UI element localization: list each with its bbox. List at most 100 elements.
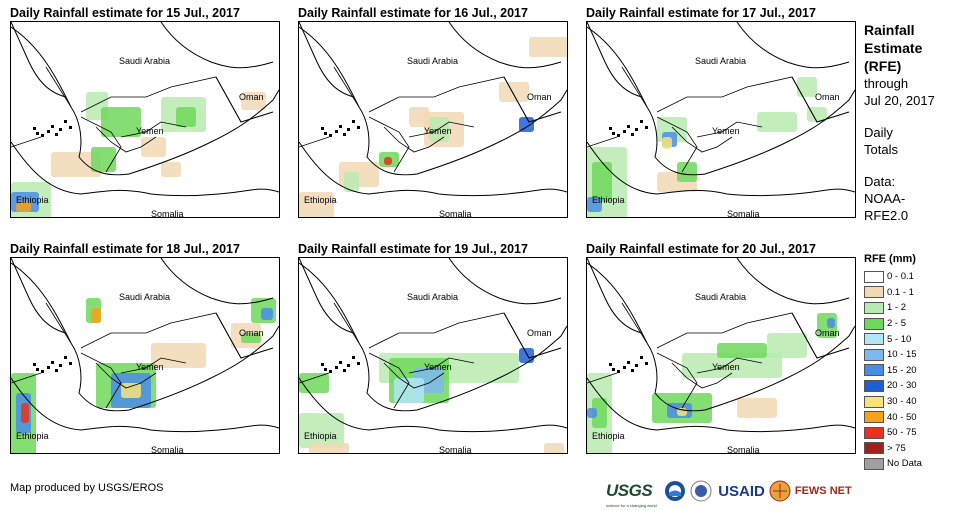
- panel-title: Daily Rainfall estimate for 15 Jul., 201…: [10, 6, 240, 20]
- rainfall-cell: [241, 333, 261, 343]
- island: [324, 368, 327, 371]
- country-label-oman: Oman: [239, 328, 264, 338]
- country-label-oman: Oman: [527, 328, 552, 338]
- state-seal-icon: [690, 480, 712, 502]
- island: [59, 364, 62, 367]
- panel-title: Daily Rainfall estimate for 17 Jul., 201…: [586, 6, 816, 20]
- country-label-somalia: Somalia: [439, 209, 472, 217]
- country-label-somalia: Somalia: [727, 445, 760, 453]
- rainfall-cell: [544, 443, 564, 453]
- legend-item: 1 - 2: [864, 300, 922, 316]
- sidebar-date: Jul 20, 2017: [864, 93, 935, 108]
- coastline: [11, 141, 279, 197]
- island: [635, 364, 638, 367]
- legend-item: 5 - 10: [864, 331, 922, 347]
- border-line: [333, 66, 360, 108]
- rainfall-cell: [91, 308, 101, 323]
- coastline: [11, 258, 67, 334]
- legend-item: 15 - 20: [864, 363, 922, 379]
- country-label-yemen: Yemen: [424, 126, 452, 136]
- border-line: [120, 357, 187, 374]
- panel-title: Daily Rainfall estimate for 19 Jul., 201…: [298, 242, 528, 256]
- sidebar-data-2: NOAA-: [864, 191, 906, 206]
- rainfall-cell: [21, 403, 29, 423]
- island: [69, 126, 72, 129]
- island: [339, 361, 342, 364]
- country-label-ethiopia: Ethiopia: [304, 195, 337, 205]
- country-label-saudi: Saudi Arabia: [407, 56, 458, 66]
- legend-swatch: [864, 348, 884, 361]
- rainfall-cell: [677, 162, 697, 182]
- legend-swatch: [864, 364, 884, 377]
- coastline: [736, 258, 850, 305]
- island: [339, 125, 342, 128]
- country-label-saudi: Saudi Arabia: [119, 292, 170, 302]
- country-label-oman: Oman: [239, 92, 264, 102]
- island: [357, 362, 360, 365]
- island: [640, 356, 643, 359]
- island: [69, 362, 72, 365]
- map-panel-4: Daily Rainfall estimate for 18 Jul., 201…: [10, 242, 280, 454]
- country-label-ethiopia: Ethiopia: [16, 195, 49, 205]
- border-line: [80, 352, 122, 409]
- coastline: [587, 26, 855, 176]
- legend-item: 0 - 0.1: [864, 269, 922, 285]
- legend-swatch: [864, 426, 884, 439]
- legend-swatch: [864, 411, 884, 424]
- map-panel-1: Daily Rainfall estimate for 15 Jul., 201…: [10, 6, 280, 218]
- island: [33, 363, 36, 366]
- border-line: [333, 302, 360, 344]
- noaa-seal-icon: [665, 481, 686, 501]
- border-line: [696, 121, 763, 138]
- island: [324, 132, 327, 135]
- country-label-yemen: Yemen: [136, 362, 164, 372]
- border-line: [671, 126, 733, 153]
- rainfall-cell: [141, 137, 166, 157]
- sidebar-totals-2: Totals: [864, 142, 898, 157]
- country-label-saudi: Saudi Arabia: [119, 56, 170, 66]
- country-label-somalia: Somalia: [151, 445, 184, 453]
- island: [627, 125, 630, 128]
- coastline: [587, 262, 855, 412]
- fews-net-logo: FEWS NET: [794, 485, 852, 497]
- legend-item: 2 - 5: [864, 316, 922, 332]
- country-label-oman: Oman: [815, 92, 840, 102]
- island: [335, 366, 338, 369]
- border-line: [80, 76, 242, 123]
- rainfall-cell: [499, 82, 529, 102]
- rainfall-map: Saudi Arabia Oman Yemen Ethiopia Somalia: [298, 257, 568, 454]
- coastline: [448, 22, 562, 69]
- usaid-logo: USAID: [718, 482, 765, 500]
- country-label-oman: Oman: [815, 328, 840, 338]
- island: [321, 127, 324, 130]
- border-line: [587, 372, 618, 384]
- country-label-yemen: Yemen: [712, 126, 740, 136]
- rainfall-cell: [394, 378, 424, 403]
- coastline: [448, 258, 562, 305]
- border-line: [671, 362, 733, 389]
- island: [635, 128, 638, 131]
- border-line: [408, 121, 475, 138]
- rainfall-cell: [682, 353, 782, 378]
- island: [36, 368, 39, 371]
- coastline: [299, 26, 567, 176]
- legend-item: 20 - 30: [864, 378, 922, 394]
- legend-swatch: [864, 442, 884, 455]
- panel-title: Daily Rainfall estimate for 20 Jul., 201…: [586, 242, 816, 256]
- rainfall-cell: [384, 157, 392, 165]
- border-line: [95, 126, 157, 153]
- island: [47, 130, 50, 133]
- coastline: [160, 258, 274, 305]
- rainfall-cell: [807, 107, 827, 122]
- rainfall-cell: [161, 162, 181, 177]
- island: [631, 369, 634, 372]
- border-line: [11, 372, 42, 384]
- island: [55, 369, 58, 372]
- rainfall-map: Saudi Arabia Oman Yemen Ethiopia Somalia: [298, 21, 568, 218]
- rainfall-cell: [429, 117, 449, 142]
- legend-swatch: [864, 457, 884, 470]
- island: [347, 128, 350, 131]
- coastline: [587, 377, 855, 433]
- legend-item: 10 - 15: [864, 347, 922, 363]
- island: [617, 370, 620, 373]
